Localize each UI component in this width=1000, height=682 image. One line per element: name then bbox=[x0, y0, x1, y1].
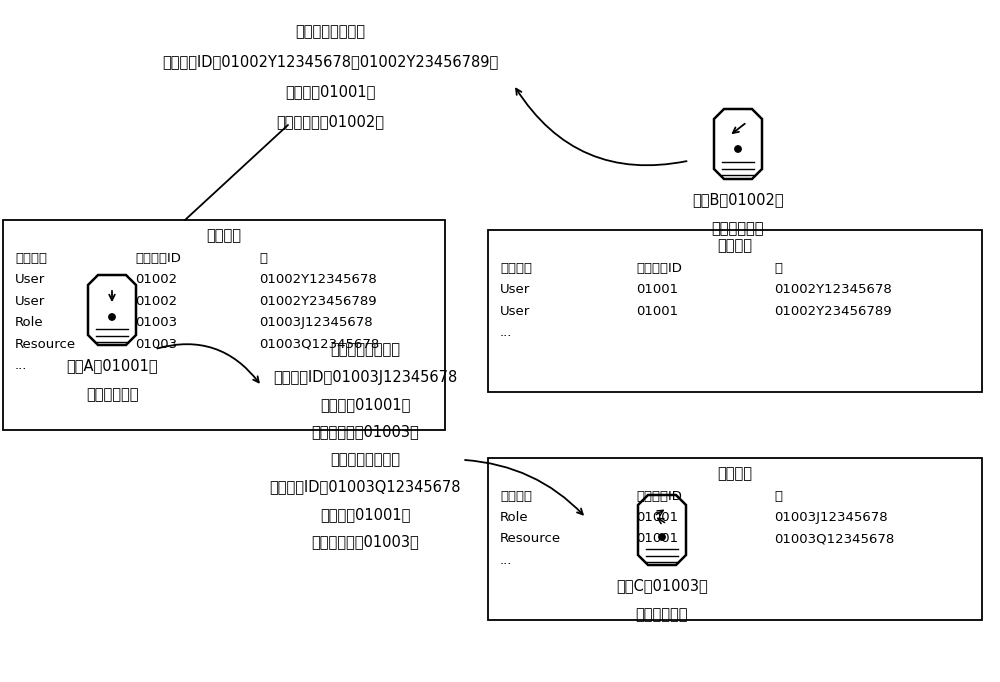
Text: 01001: 01001 bbox=[636, 304, 678, 318]
Text: 订阅类型：角色；: 订阅类型：角色； bbox=[330, 342, 400, 357]
Circle shape bbox=[659, 534, 665, 540]
Text: 订阅类型：资源；: 订阅类型：资源； bbox=[330, 452, 400, 467]
Text: 订阅数据ID：01003Q12345678: 订阅数据ID：01003Q12345678 bbox=[269, 479, 461, 494]
Text: 订阅目的地：01003；: 订阅目的地：01003； bbox=[311, 535, 419, 550]
Text: 01003: 01003 bbox=[136, 338, 178, 351]
FancyBboxPatch shape bbox=[488, 458, 982, 620]
Text: 发送节点ID: 发送节点ID bbox=[636, 490, 682, 503]
Polygon shape bbox=[638, 495, 686, 565]
Text: 01002Y23456789: 01002Y23456789 bbox=[775, 304, 892, 318]
Text: Role: Role bbox=[500, 511, 529, 524]
Text: 订阅源：01001；: 订阅源：01001； bbox=[285, 84, 375, 99]
Circle shape bbox=[735, 146, 741, 152]
Text: Role: Role bbox=[15, 316, 44, 329]
Text: 01002: 01002 bbox=[136, 295, 178, 308]
Text: 01002Y23456789: 01002Y23456789 bbox=[259, 295, 377, 308]
Text: 订阅目的地：01003。: 订阅目的地：01003。 bbox=[311, 424, 419, 439]
Text: 订阅目的地：01002；: 订阅目的地：01002； bbox=[276, 114, 384, 129]
Text: 01003Q12345678: 01003Q12345678 bbox=[259, 338, 380, 351]
Text: User: User bbox=[15, 273, 45, 286]
Text: 01001: 01001 bbox=[636, 283, 678, 296]
Text: 节点C（01003）: 节点C（01003） bbox=[616, 578, 708, 593]
Text: Resource: Resource bbox=[500, 533, 561, 546]
Text: 数据类型: 数据类型 bbox=[500, 261, 532, 274]
Text: 值: 值 bbox=[259, 252, 267, 265]
Text: 订阅订单: 订阅订单 bbox=[206, 228, 241, 243]
FancyBboxPatch shape bbox=[3, 220, 445, 430]
Polygon shape bbox=[88, 275, 136, 345]
Text: 01002Y12345678: 01002Y12345678 bbox=[259, 273, 377, 286]
Text: 01002: 01002 bbox=[136, 273, 178, 286]
Text: User: User bbox=[15, 295, 45, 308]
Text: 值: 值 bbox=[775, 261, 783, 274]
Text: 节点A（01001）: 节点A（01001） bbox=[66, 358, 158, 373]
FancyBboxPatch shape bbox=[488, 230, 982, 392]
Text: 01001: 01001 bbox=[636, 511, 678, 524]
Text: ...: ... bbox=[500, 326, 512, 339]
Text: Resource: Resource bbox=[15, 338, 76, 351]
Text: User: User bbox=[500, 283, 530, 296]
Text: User: User bbox=[500, 304, 530, 318]
Text: 发送订单: 发送订单 bbox=[718, 239, 753, 254]
Text: ...: ... bbox=[15, 359, 27, 372]
Text: 订阅数据ID：01002Y12345678、01002Y23456789；: 订阅数据ID：01002Y12345678、01002Y23456789； bbox=[162, 54, 498, 69]
Text: ...: ... bbox=[500, 554, 512, 567]
Text: 值: 值 bbox=[775, 490, 783, 503]
Text: 用户管理服务: 用户管理服务 bbox=[86, 387, 138, 402]
Text: 发送订单: 发送订单 bbox=[718, 466, 753, 481]
Text: 数据类型: 数据类型 bbox=[500, 490, 532, 503]
Text: 用户管理服务: 用户管理服务 bbox=[636, 607, 688, 622]
Text: 01003Q12345678: 01003Q12345678 bbox=[775, 533, 895, 546]
Text: 01001: 01001 bbox=[636, 533, 678, 546]
Text: 01003: 01003 bbox=[136, 316, 178, 329]
Text: 订阅源：01001；: 订阅源：01001； bbox=[320, 507, 410, 522]
Text: 数据类型: 数据类型 bbox=[15, 252, 47, 265]
Text: 节点B（01002）: 节点B（01002） bbox=[692, 192, 784, 207]
Text: 01002Y12345678: 01002Y12345678 bbox=[775, 283, 892, 296]
Text: 发送节点ID: 发送节点ID bbox=[636, 261, 682, 274]
Text: 订阅节点ID: 订阅节点ID bbox=[136, 252, 181, 265]
Text: 订阅源：01001；: 订阅源：01001； bbox=[320, 397, 410, 412]
Polygon shape bbox=[714, 109, 762, 179]
Text: 订阅类型：用户；: 订阅类型：用户； bbox=[295, 24, 365, 39]
Text: 订阅数据ID：01003J12345678: 订阅数据ID：01003J12345678 bbox=[273, 370, 457, 385]
Text: 01003J12345678: 01003J12345678 bbox=[259, 316, 373, 329]
Circle shape bbox=[109, 314, 115, 321]
Text: 用户管理服务: 用户管理服务 bbox=[712, 221, 764, 236]
Text: 01003J12345678: 01003J12345678 bbox=[775, 511, 888, 524]
